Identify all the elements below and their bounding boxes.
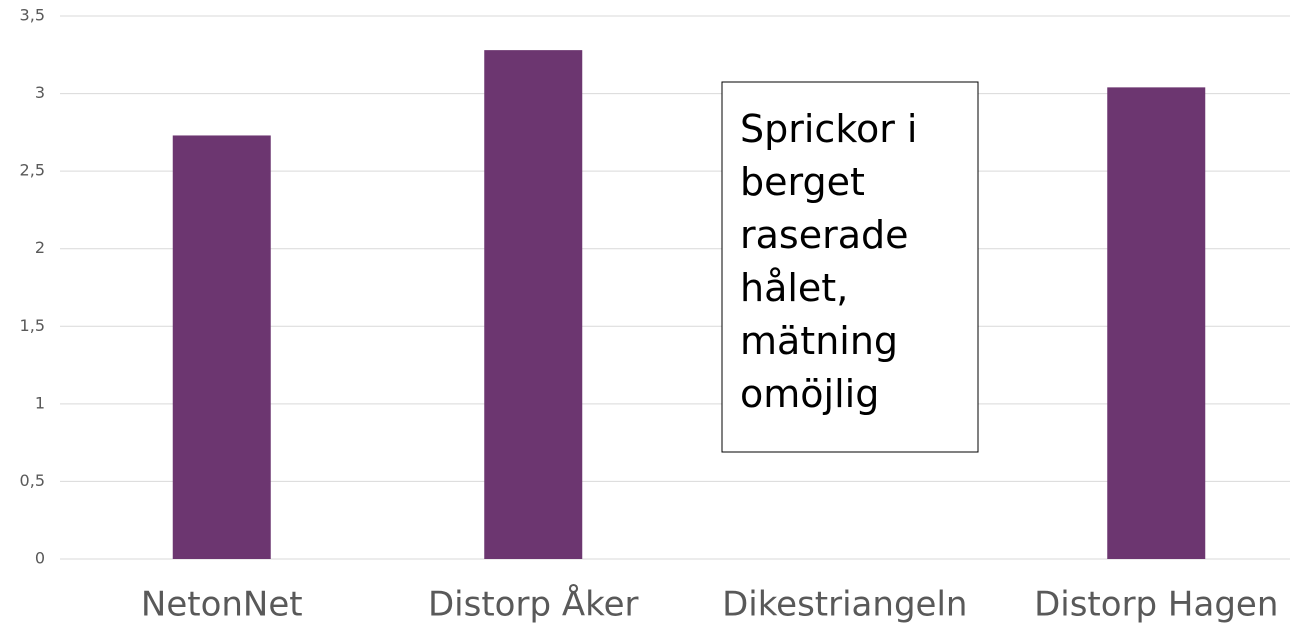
x-tick-label: Dikestriangeln <box>722 585 967 625</box>
y-tick-label: 1,5 <box>20 316 45 335</box>
y-tick-label: 2,5 <box>20 161 45 180</box>
annotation-text: raserade <box>740 213 909 257</box>
y-tick-label: 3 <box>35 83 45 102</box>
y-tick-label: 3,5 <box>20 6 45 25</box>
annotation-text: berget <box>740 160 865 204</box>
y-tick-label: 0 <box>35 549 45 568</box>
bar <box>172 135 271 559</box>
bar <box>484 50 583 559</box>
x-tick-label: NetonNet <box>141 585 303 625</box>
annotation-text: omöjlig <box>740 372 879 416</box>
bar <box>1107 87 1206 559</box>
x-tick-label: Distorp Åker <box>428 584 638 625</box>
y-tick-label: 0,5 <box>20 471 45 490</box>
annotation-text: Sprickor i <box>740 107 917 151</box>
annotation-text: hålet, <box>740 266 848 310</box>
annotation-text: mätning <box>740 319 898 363</box>
x-tick-label: Distorp Hagen <box>1034 585 1278 625</box>
y-tick-label: 1 <box>35 393 45 412</box>
annotation-box <box>721 81 979 453</box>
y-tick-label: 2 <box>35 238 45 257</box>
